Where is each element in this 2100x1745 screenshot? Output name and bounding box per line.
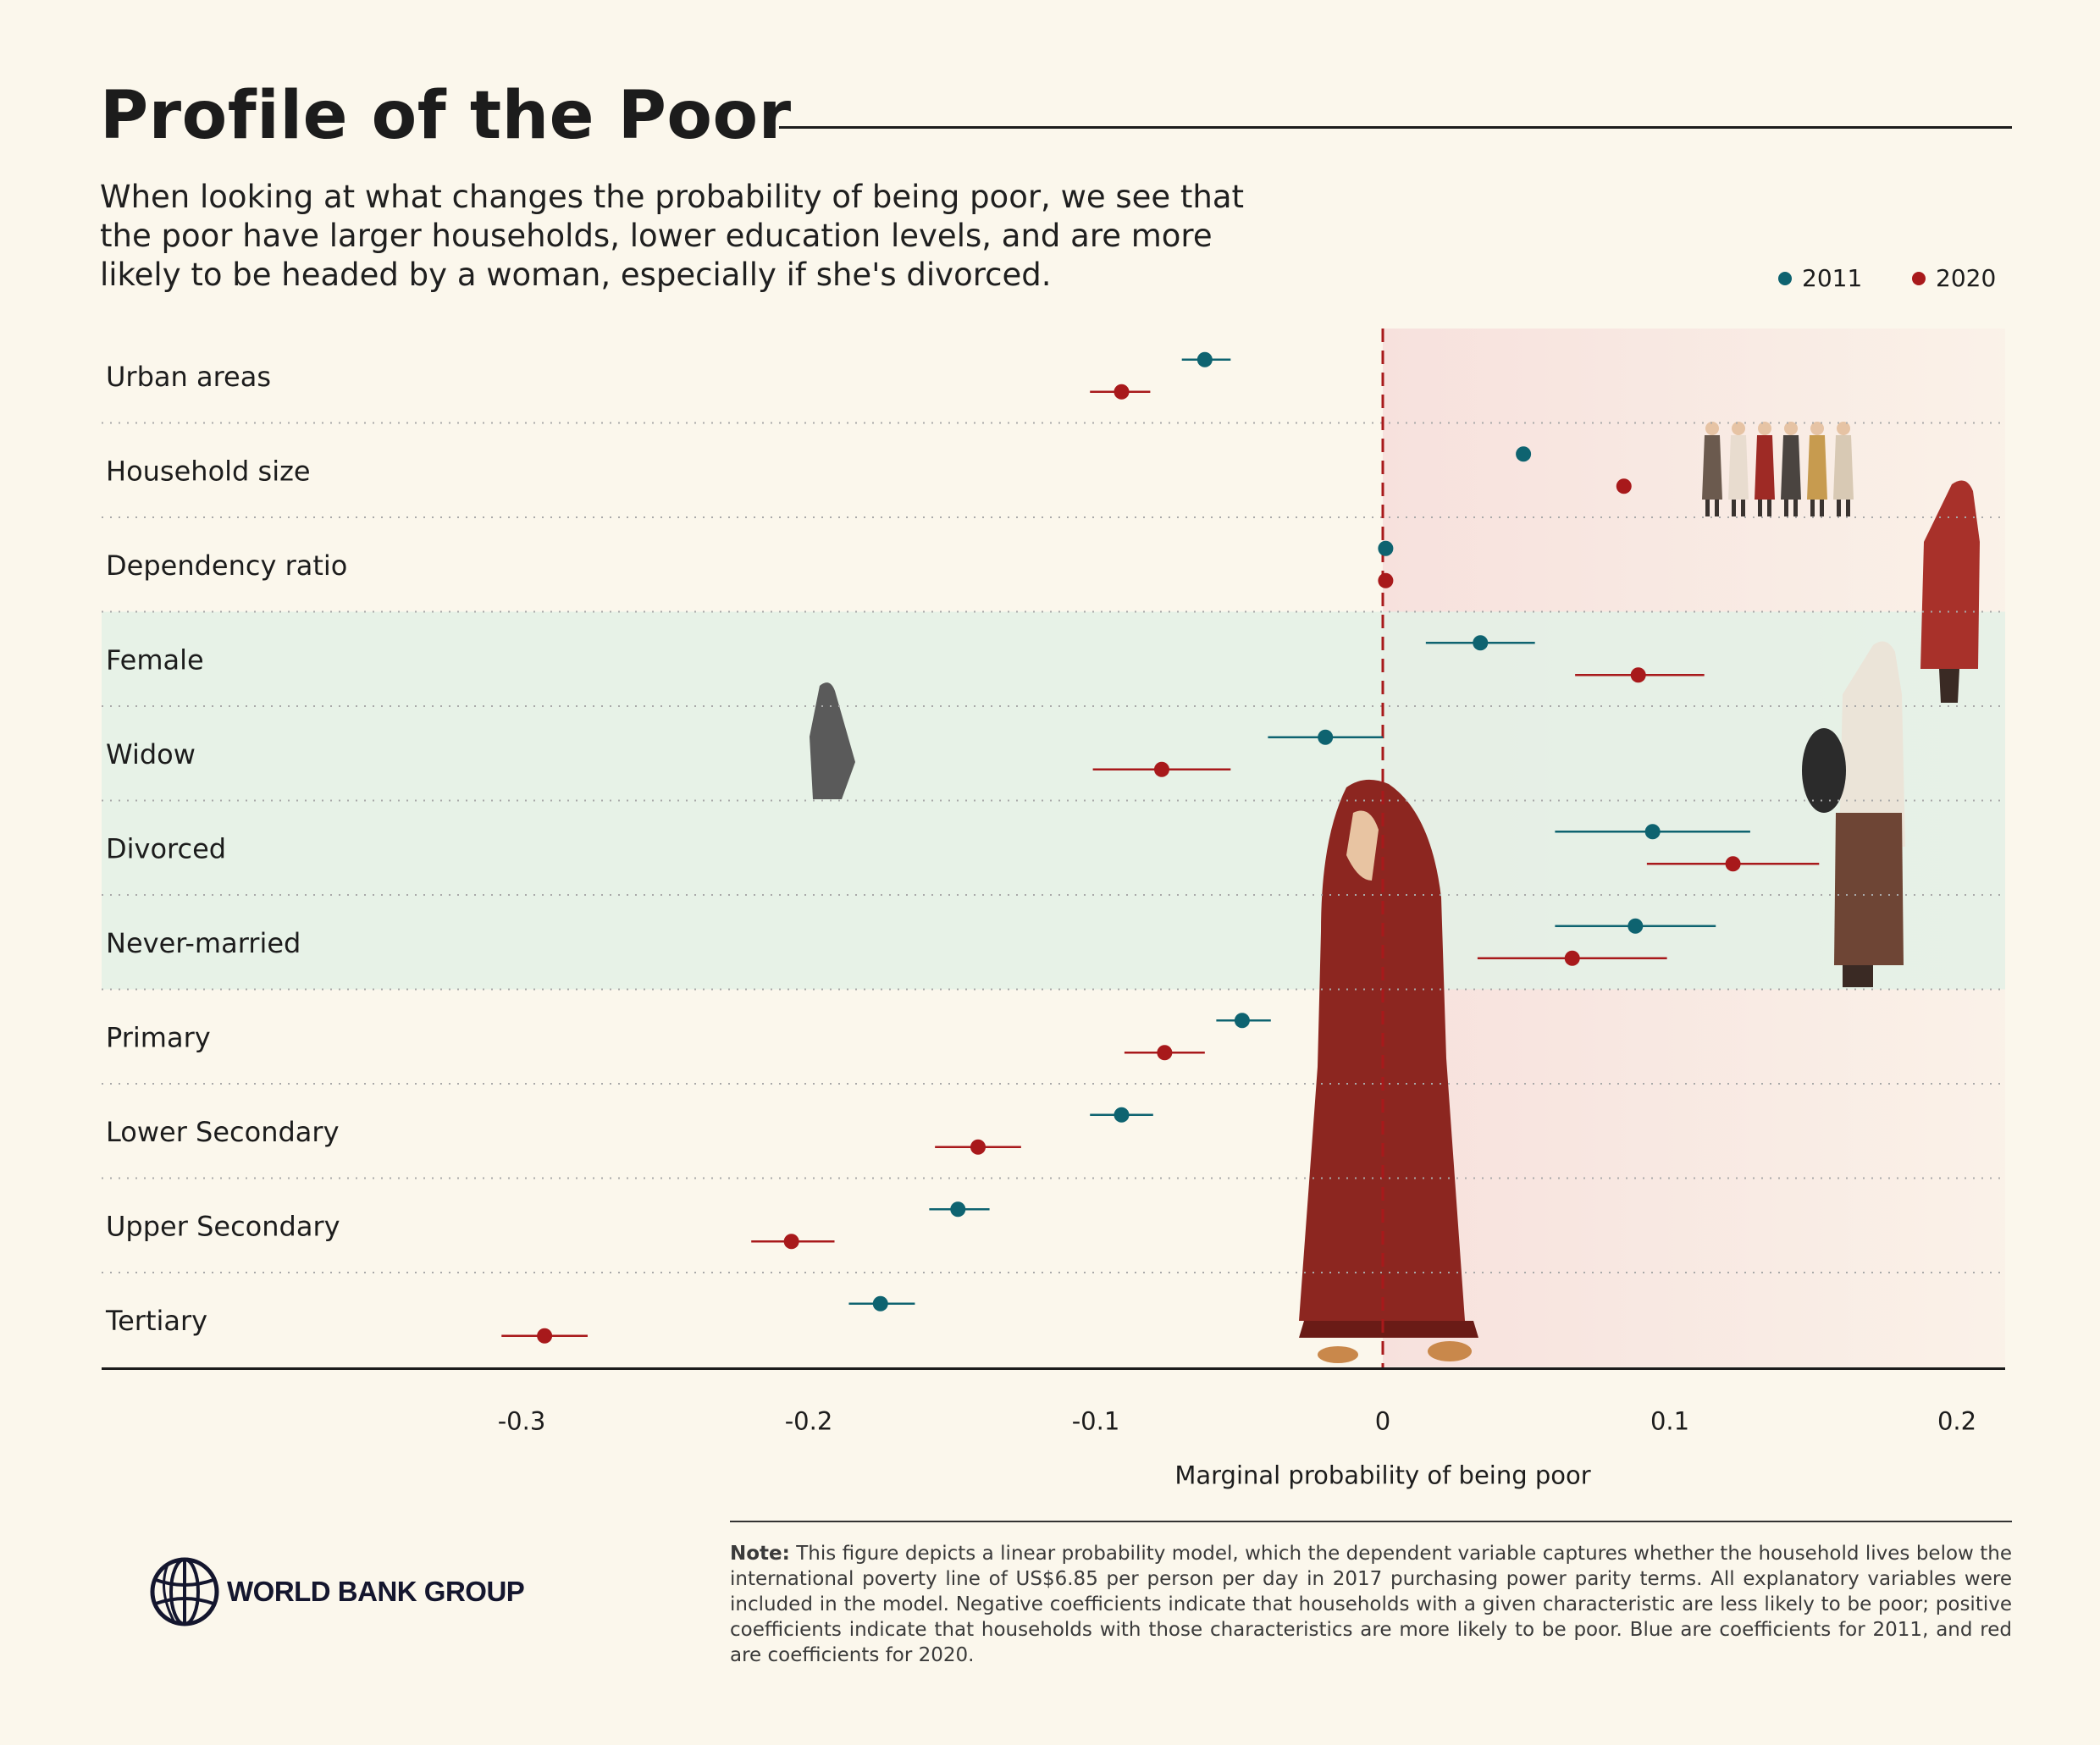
point-2011 bbox=[1196, 351, 1213, 367]
point-2020 bbox=[537, 1328, 553, 1344]
legend-dot-2020 bbox=[1912, 271, 1926, 285]
row-label: Upper Secondary bbox=[106, 1210, 340, 1242]
point-2011 bbox=[1644, 824, 1661, 840]
x-tick-label: -0.3 bbox=[498, 1407, 546, 1436]
note-text: This figure depicts a linear probability… bbox=[730, 1543, 2012, 1666]
x-tick-label: 0 bbox=[1375, 1407, 1390, 1436]
x-tick-label: -0.1 bbox=[1072, 1407, 1120, 1436]
legend-label-2011: 2011 bbox=[1802, 264, 1863, 292]
standing-woman-icon bbox=[1802, 641, 1905, 987]
point-2020 bbox=[970, 1139, 986, 1155]
point-2020 bbox=[1378, 572, 1394, 588]
point-2011 bbox=[1473, 635, 1489, 651]
point-2020 bbox=[783, 1234, 799, 1250]
point-2011 bbox=[1318, 729, 1334, 745]
point-2020 bbox=[1114, 384, 1130, 400]
point-2011 bbox=[950, 1201, 966, 1218]
title-rule bbox=[779, 126, 2012, 129]
row-label: Never-married bbox=[106, 927, 301, 959]
point-2020 bbox=[1153, 761, 1169, 777]
walking-family-icon bbox=[1702, 422, 1854, 516]
point-2011 bbox=[1378, 540, 1394, 556]
footnote: Note: This figure depicts a linear proba… bbox=[730, 1541, 2012, 1668]
legend-item-2020: 2020 bbox=[1912, 264, 1996, 292]
note-label: Note: bbox=[730, 1543, 790, 1565]
row-label: Household size bbox=[106, 455, 311, 487]
legend-label-2020: 2020 bbox=[1936, 264, 1997, 292]
point-2020 bbox=[1616, 478, 1632, 494]
row-label: Female bbox=[106, 643, 204, 676]
large-hooded-woman-icon bbox=[1299, 779, 1478, 1363]
point-2011 bbox=[1516, 446, 1532, 462]
legend-dot-2011 bbox=[1778, 271, 1792, 285]
hooded-woman-icon bbox=[1920, 480, 1980, 703]
row-label: Primary bbox=[106, 1021, 211, 1053]
note-rule bbox=[730, 1521, 2012, 1522]
x-tick-label: -0.2 bbox=[785, 1407, 833, 1436]
logo-text: WORLD BANK GROUP bbox=[227, 1576, 525, 1607]
point-2011 bbox=[872, 1295, 888, 1312]
row-label: Tertiary bbox=[105, 1305, 207, 1337]
point-2020 bbox=[1630, 667, 1646, 683]
x-axis-title: Marginal probability of being poor bbox=[1174, 1461, 1590, 1490]
point-2020 bbox=[1725, 856, 1741, 872]
row-label: Divorced bbox=[106, 832, 226, 864]
point-2011 bbox=[1114, 1107, 1130, 1123]
page-title: Profile of the Poor bbox=[100, 78, 792, 154]
x-tick-label: 0.2 bbox=[1937, 1407, 1976, 1436]
point-2020 bbox=[1157, 1045, 1173, 1061]
row-label: Urban areas bbox=[106, 361, 271, 393]
point-2020 bbox=[1564, 950, 1580, 966]
globe-icon bbox=[150, 1557, 219, 1626]
row-label: Lower Secondary bbox=[106, 1116, 340, 1148]
point-2011 bbox=[1628, 918, 1644, 934]
x-tick-label: 0.1 bbox=[1650, 1407, 1689, 1436]
row-label: Widow bbox=[106, 738, 196, 770]
coefficient-chart: -0.3 -0.2 -0.1 0 0.1 0.2 Marginal probability … bbox=[102, 329, 2005, 1490]
point-2011 bbox=[1234, 1013, 1250, 1029]
world-bank-logo: WORLD BANK GROUP bbox=[149, 1556, 525, 1627]
row-label: Dependency ratio bbox=[106, 549, 347, 582]
page-subtitle: When looking at what changes the probabi… bbox=[100, 179, 1245, 293]
legend-item-2011: 2011 bbox=[1778, 264, 1862, 292]
mourning-figure-icon bbox=[810, 682, 855, 799]
